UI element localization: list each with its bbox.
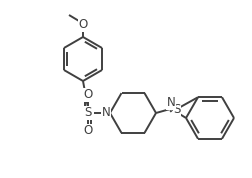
Text: S: S [84, 106, 92, 119]
Text: N: N [102, 106, 110, 119]
Text: S: S [173, 103, 181, 116]
Text: O: O [83, 88, 93, 101]
Text: N: N [167, 96, 175, 109]
Text: O: O [78, 19, 88, 32]
Text: O: O [83, 124, 93, 137]
